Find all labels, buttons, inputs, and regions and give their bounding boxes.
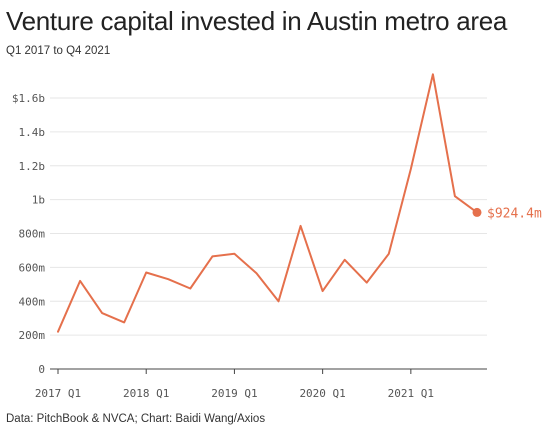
data-series: [57, 73, 482, 333]
chart-title: Venture capital invested in Austin metro…: [6, 6, 508, 36]
x-tick-label: 2021 Q1: [388, 387, 434, 400]
y-tick-label: $1.6b: [12, 92, 45, 105]
chart-subtitle: Q1 2017 to Q4 2021: [6, 45, 111, 57]
series-line: [57, 73, 478, 333]
y-tick-label: 200m: [19, 329, 46, 342]
x-tick-label: 2020 Q1: [299, 387, 345, 400]
end-point: [472, 207, 482, 217]
y-tick-label: 1b: [32, 194, 45, 207]
y-tick-label: 600m: [19, 261, 46, 274]
y-tick-label: 1.4b: [19, 126, 46, 139]
x-tick-label: 2017 Q1: [35, 387, 81, 400]
y-tick-label: 0: [38, 363, 45, 376]
y-tick-label: 1.2b: [19, 160, 46, 173]
chart-source: Data: PitchBook & NVCA; Chart: Baidi Wan…: [6, 413, 266, 425]
y-tick-label: 400m: [19, 295, 46, 308]
y-tick-label: 800m: [19, 228, 46, 241]
x-tick-label: 2019 Q1: [211, 387, 257, 400]
x-axis: [50, 368, 487, 374]
gridlines: [50, 97, 487, 336]
x-tick-label: 2018 Q1: [123, 387, 169, 400]
tick-labels: 0 200m 400m 600m 800m 1b 1.2b 1.4b $1.6b 2017 Q1 2…: [12, 92, 542, 400]
end-value-label: $924.4m: [487, 206, 542, 221]
